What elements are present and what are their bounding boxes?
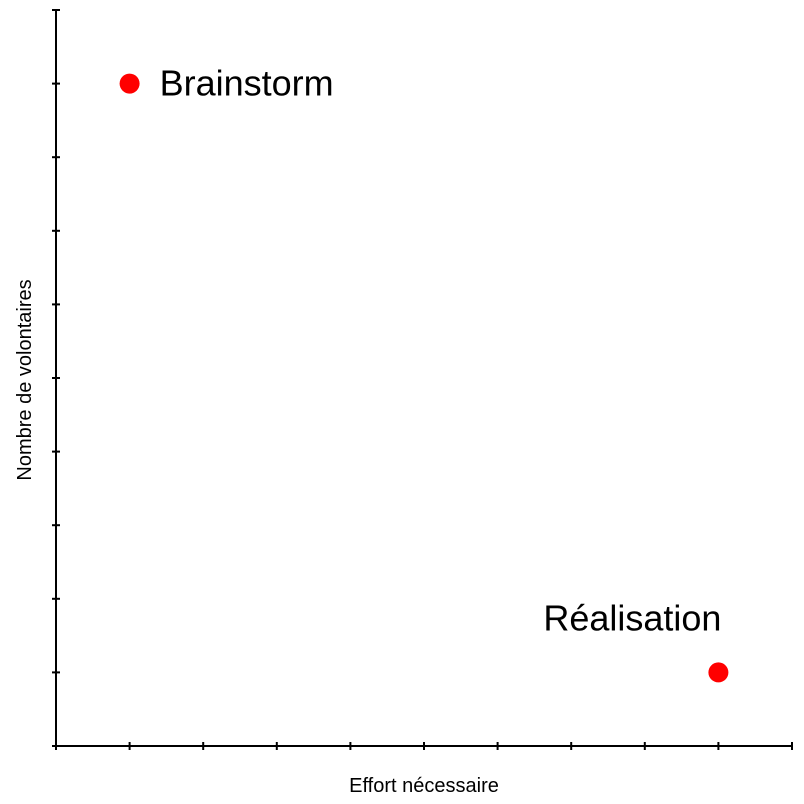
x-axis-label: Effort nécessaire [349, 775, 499, 797]
y-axis-label: Nombre de volontaires [14, 279, 36, 480]
data-point [119, 73, 140, 94]
data-point [708, 662, 729, 683]
data-point-label: Brainstorm [160, 63, 334, 104]
data-point-label: Réalisation [543, 597, 721, 638]
data-points: Brainstorm Réalisation [119, 63, 729, 683]
